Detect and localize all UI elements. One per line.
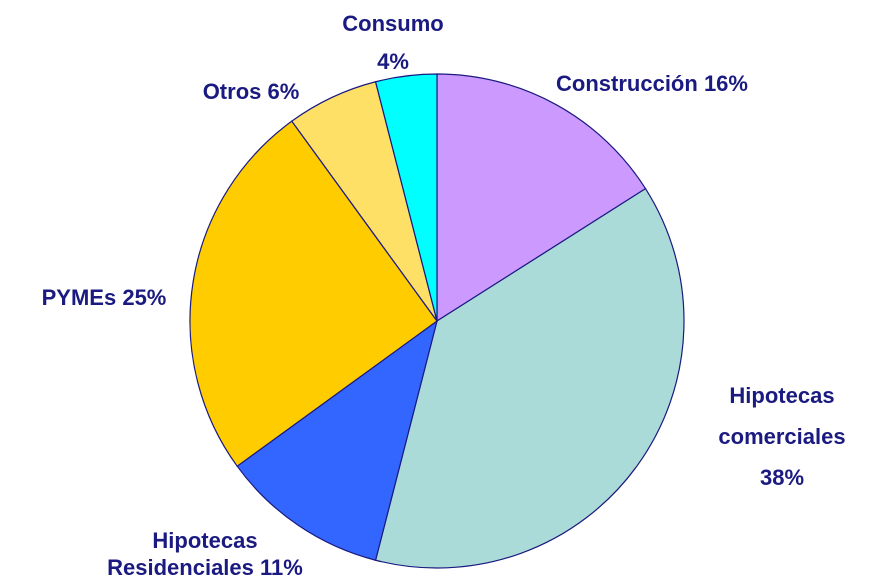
value-label: 38% [759,465,805,490]
value-label: 4% [377,49,409,74]
value-label: 25% [122,285,167,310]
category-label: Hipotecas comerciales [718,383,846,449]
pie-slice [374,187,685,569]
pie-slice [189,120,438,468]
value-label: 16% [703,71,748,96]
slice-label: Hipotecas comerciales 38% [697,375,867,498]
category-label: Otros [202,79,262,104]
slice-label: Consumo 4% [338,5,448,81]
slice-label: Hipotecas Residenciales 11% [85,527,325,581]
value-label: 11% [260,555,303,580]
slice-label: Otros 6% [151,72,351,112]
category-label: Consumo [342,11,444,36]
category-label: Construcción [556,71,698,96]
slice-label: Construcción 16% [502,64,802,104]
pie-slice [374,73,438,322]
pie-slice [436,73,647,323]
category-label: Hipotecas Residenciales [107,528,258,580]
value-label: 6% [267,79,300,104]
category-label: PYMEs [41,285,117,310]
slice-label: PYMEs 25% [4,278,204,318]
pie-slice [236,319,438,561]
